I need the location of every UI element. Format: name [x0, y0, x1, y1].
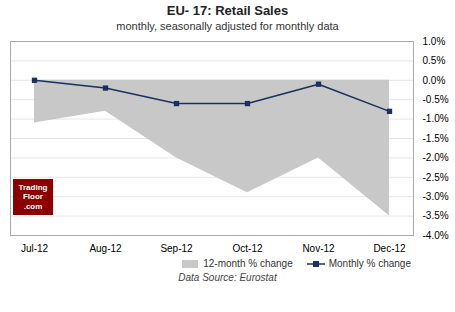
svg-text:-2.5%: -2.5%	[423, 172, 449, 183]
svg-text:Nov-12: Nov-12	[302, 243, 335, 254]
svg-text:1.0%: 1.0%	[423, 36, 446, 47]
svg-text:-1.5%: -1.5%	[423, 133, 449, 144]
html-text:monthly, seasonally adjusted f: monthly, seasonally adjusted for monthly…	[116, 20, 339, 32]
svg-text:0.5%: 0.5%	[423, 55, 446, 66]
html-text:EU- 17: Retail Sales: EU- 17: Retail Sales	[166, 3, 289, 18]
svg-text:Jul-12: Jul-12	[21, 243, 49, 254]
svg-text:-0.5%: -0.5%	[423, 94, 449, 105]
html-text:Data Source: Eurostat: Data Source: Eurostat	[178, 272, 277, 283]
html-text:Monthly % change: Monthly % change	[328, 258, 411, 269]
svg-text:Sep-12: Sep-12	[160, 243, 193, 254]
html-text:Trading Floor .com: Trading Floor .com	[18, 182, 48, 211]
svg-text:Aug-12: Aug-12	[89, 243, 122, 254]
svg-text:-3.5%: -3.5%	[423, 210, 449, 221]
svg-text:-2.0%: -2.0%	[423, 152, 449, 163]
svg-text:0.0%: 0.0%	[423, 75, 446, 86]
svg-text:Oct-12: Oct-12	[232, 243, 262, 254]
html-text:12-month % change: 12-month % change	[203, 258, 293, 269]
svg-text:Dec-12: Dec-12	[373, 243, 406, 254]
svg-text:-1.0%: -1.0%	[423, 113, 449, 124]
svg-text:-4.0%: -4.0%	[423, 230, 449, 241]
svg-text:-3.0%: -3.0%	[423, 191, 449, 202]
